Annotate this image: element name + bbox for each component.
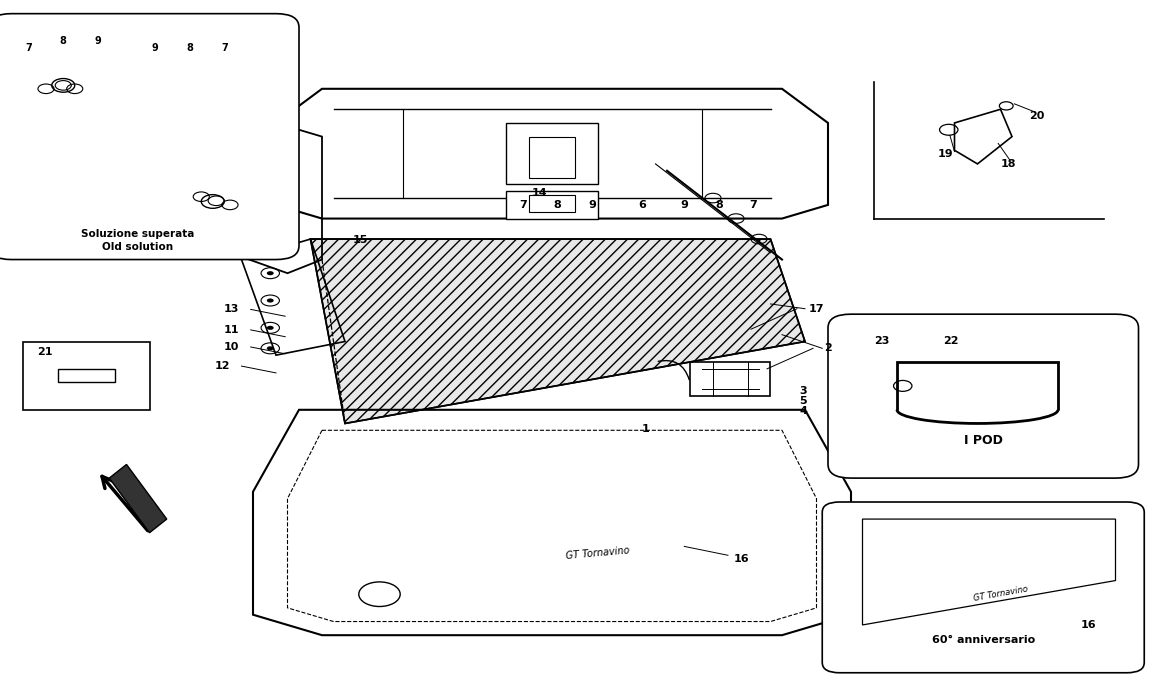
Text: 4: 4 xyxy=(799,406,807,416)
Text: 12: 12 xyxy=(215,361,230,371)
Text: 9: 9 xyxy=(589,200,596,210)
Polygon shape xyxy=(310,239,805,423)
Text: 8: 8 xyxy=(186,43,193,53)
FancyBboxPatch shape xyxy=(0,14,299,260)
Text: 8: 8 xyxy=(554,200,561,210)
Bar xyxy=(23,342,150,410)
Text: 16: 16 xyxy=(1081,620,1097,630)
Text: 6: 6 xyxy=(638,200,645,210)
Text: 17: 17 xyxy=(808,304,823,313)
Text: 8: 8 xyxy=(60,36,67,46)
Text: 15: 15 xyxy=(353,236,368,245)
Text: 9: 9 xyxy=(94,36,101,46)
Text: 21: 21 xyxy=(37,347,52,357)
Text: 7: 7 xyxy=(221,43,228,53)
Bar xyxy=(506,123,598,184)
Text: GT Tornavino: GT Tornavino xyxy=(566,546,630,561)
Text: 10: 10 xyxy=(224,342,239,352)
Circle shape xyxy=(267,326,274,330)
Text: 20: 20 xyxy=(1029,111,1044,121)
FancyBboxPatch shape xyxy=(828,314,1138,478)
Text: GT Tornavino: GT Tornavino xyxy=(973,585,1028,603)
Text: 8: 8 xyxy=(715,200,722,210)
Circle shape xyxy=(267,346,274,350)
Text: I POD: I POD xyxy=(964,434,1003,447)
Text: 9: 9 xyxy=(152,43,159,53)
FancyBboxPatch shape xyxy=(822,502,1144,673)
Bar xyxy=(529,137,575,178)
Circle shape xyxy=(267,271,274,275)
Text: 11: 11 xyxy=(224,325,239,335)
Bar xyxy=(506,191,598,219)
Text: 60° anniversario: 60° anniversario xyxy=(932,635,1035,645)
Text: 14: 14 xyxy=(531,188,547,197)
Text: 18: 18 xyxy=(1000,159,1015,169)
Text: 9: 9 xyxy=(681,200,688,210)
Text: 7: 7 xyxy=(520,200,527,210)
Text: 7: 7 xyxy=(25,43,32,53)
Text: 19: 19 xyxy=(937,150,953,159)
Text: 7: 7 xyxy=(750,200,757,210)
Circle shape xyxy=(267,298,274,303)
Text: 2: 2 xyxy=(825,344,833,353)
Text: 16: 16 xyxy=(734,554,750,563)
Text: Soluzione superata
Old solution: Soluzione superata Old solution xyxy=(82,229,194,252)
Bar xyxy=(529,195,575,212)
Text: 22: 22 xyxy=(943,337,958,346)
Text: 13: 13 xyxy=(224,305,239,314)
Polygon shape xyxy=(109,464,167,533)
Text: 5: 5 xyxy=(799,396,807,406)
Text: 23: 23 xyxy=(874,337,889,346)
Text: 1: 1 xyxy=(642,424,650,434)
Text: 3: 3 xyxy=(799,386,807,395)
